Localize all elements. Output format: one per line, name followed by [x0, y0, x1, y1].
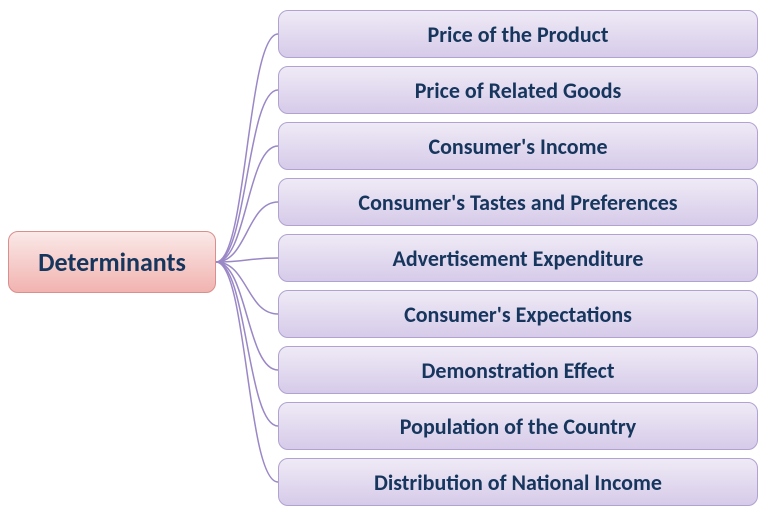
child-node: Price of the Product: [278, 10, 758, 58]
child-node: Distribution of National Income: [278, 458, 758, 506]
child-node: Demonstration Effect: [278, 346, 758, 394]
child-node: Consumer's Expectations: [278, 290, 758, 338]
child-label: Consumer's Expectations: [404, 301, 632, 328]
child-label: Price of Related Goods: [415, 77, 622, 104]
child-node: Price of Related Goods: [278, 66, 758, 114]
child-node: Consumer's Tastes and Preferences: [278, 178, 758, 226]
root-node: Determinants: [8, 231, 216, 293]
root-label: Determinants: [38, 246, 186, 278]
child-label: Distribution of National Income: [374, 469, 662, 496]
child-label: Advertisement Expenditure: [393, 245, 644, 272]
child-node: Population of the Country: [278, 402, 758, 450]
child-label: Price of the Product: [428, 21, 609, 48]
child-label: Consumer's Income: [428, 133, 607, 160]
child-label: Demonstration Effect: [422, 357, 615, 384]
child-node: Advertisement Expenditure: [278, 234, 758, 282]
child-label: Population of the Country: [400, 413, 636, 440]
child-label: Consumer's Tastes and Preferences: [358, 189, 677, 216]
child-node: Consumer's Income: [278, 122, 758, 170]
